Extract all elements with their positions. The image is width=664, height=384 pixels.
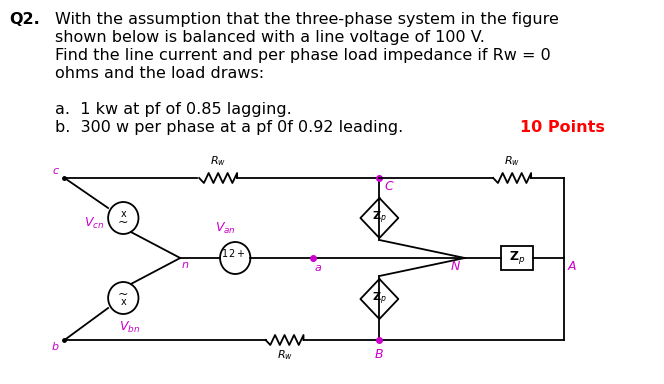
Text: b.  300 w per phase at a pf 0f 0.92 leading.: b. 300 w per phase at a pf 0f 0.92 leadi… [55,120,403,135]
Text: $R_w$: $R_w$ [210,154,226,168]
Text: shown below is balanced with a line voltage of 100 V.: shown below is balanced with a line volt… [55,30,485,45]
Text: ohms and the load draws:: ohms and the load draws: [55,66,264,81]
Text: $\mathbf{Z}_p$: $\mathbf{Z}_p$ [372,210,386,226]
Text: b: b [52,342,59,352]
Text: With the assumption that the three-phase system in the figure: With the assumption that the three-phase… [55,12,559,27]
Text: C: C [384,180,393,193]
Text: ~: ~ [118,215,129,228]
Text: $V_{cn}$: $V_{cn}$ [84,215,104,230]
Text: A: A [568,260,576,273]
Bar [501,246,533,270]
Text: $\mathbf{Z}_p$: $\mathbf{Z}_p$ [372,291,386,307]
Text: $1\,2+$: $1\,2+$ [221,247,246,259]
Text: N: N [451,260,460,273]
Text: a: a [315,263,322,273]
Text: Q2.: Q2. [9,12,41,27]
Text: $\mathbf{Z}_p$: $\mathbf{Z}_p$ [509,250,525,266]
Text: a.  1 kw at pf of 0.85 lagging.: a. 1 kw at pf of 0.85 lagging. [55,102,291,117]
Text: c: c [52,166,59,176]
Text: x: x [120,209,126,219]
Text: x: x [120,297,126,307]
Text: 10 Points: 10 Points [520,120,605,135]
Text: Find the line current and per phase load impedance if Rw = 0: Find the line current and per phase load… [55,48,550,63]
Text: $V_{bn}$: $V_{bn}$ [119,320,139,335]
Text: ~: ~ [118,288,129,301]
Text: $R_w$: $R_w$ [276,348,293,362]
Text: n: n [182,260,189,270]
Text: B: B [375,348,384,361]
Text: $R_w$: $R_w$ [504,154,520,168]
Text: $V_{an}$: $V_{an}$ [215,221,236,236]
